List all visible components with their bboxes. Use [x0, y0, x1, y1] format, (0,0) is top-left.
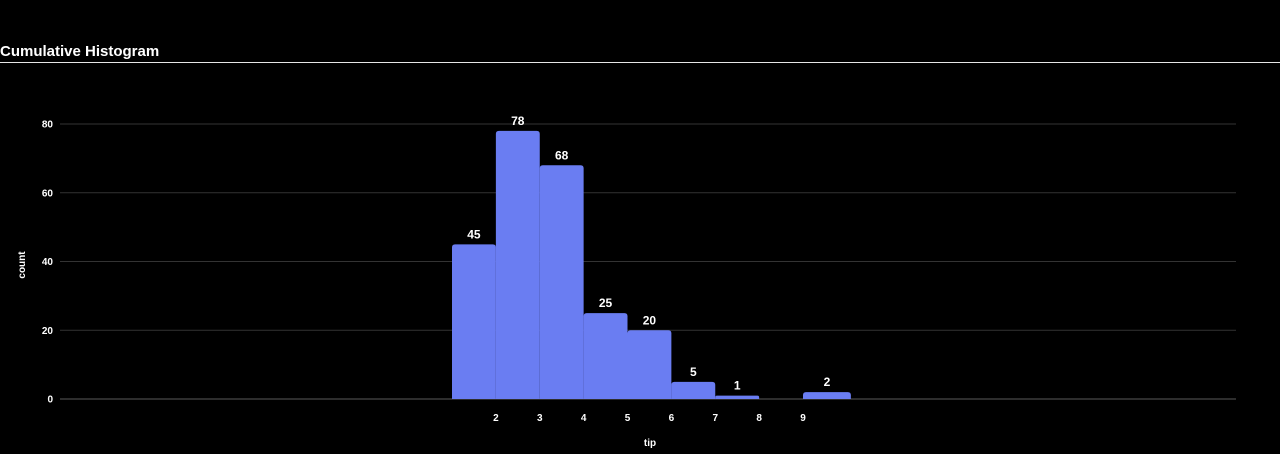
y-axis-title: count	[17, 251, 28, 279]
x-tick-label: 8	[756, 413, 762, 424]
bar-value-label: 25	[599, 296, 613, 310]
chart-header: Cumulative Histogram	[0, 0, 1280, 64]
bar-value-labels: 45 78 68 25 20 5 1 2	[467, 114, 830, 393]
x-tick-label: 7	[712, 413, 718, 424]
bar-value-label: 78	[511, 114, 525, 128]
bar-9-10[interactable]	[803, 392, 851, 399]
bar-5-6[interactable]	[627, 330, 672, 399]
bar-3-4[interactable]	[539, 165, 584, 399]
y-tick-label: 60	[42, 188, 54, 199]
bar-6-7[interactable]	[671, 381, 716, 399]
y-tick-labels: 0 20 40 60 80	[42, 120, 54, 406]
bar-value-label: 2	[824, 375, 831, 389]
y-tick-label: 80	[42, 120, 54, 131]
x-tick-label: 5	[625, 413, 631, 424]
bar-value-label: 5	[690, 365, 697, 379]
x-tick-label: 2	[493, 413, 499, 424]
bars	[452, 130, 851, 399]
x-axis-title: tip	[644, 438, 656, 449]
y-tick-label: 40	[42, 257, 54, 268]
x-tick-label: 6	[669, 413, 675, 424]
bar-1-2[interactable]	[452, 244, 496, 399]
x-tick-label: 9	[800, 413, 806, 424]
y-tick-label: 20	[42, 326, 54, 337]
bar-value-label: 1	[734, 379, 741, 393]
y-tick-label: 0	[47, 395, 53, 406]
bar-value-label: 68	[555, 148, 569, 162]
bar-value-label: 45	[467, 227, 481, 241]
x-tick-labels: 2 3 4 5 6 7 8 9	[493, 413, 806, 424]
bar-4-5[interactable]	[583, 313, 628, 399]
bar-value-label: 20	[643, 313, 657, 327]
bar-7-8[interactable]	[715, 395, 760, 399]
title-divider	[0, 62, 1280, 63]
x-tick-label: 4	[581, 413, 587, 424]
x-tick-label: 3	[537, 413, 543, 424]
chart-title: Cumulative Histogram	[0, 43, 160, 60]
bar-2-3[interactable]	[495, 130, 540, 399]
